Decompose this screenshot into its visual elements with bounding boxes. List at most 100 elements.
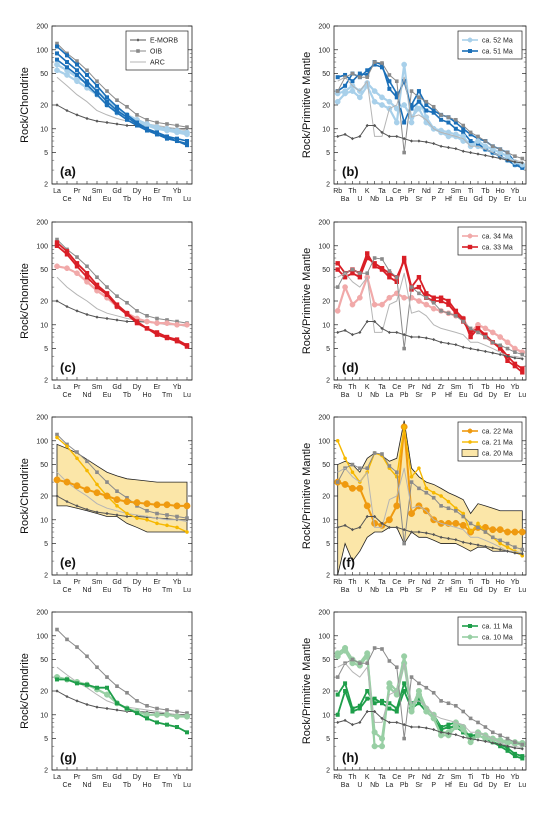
x-tick-label: La — [53, 188, 61, 195]
x-tick-label: La — [53, 579, 61, 586]
y-tick-label: 100 — [36, 243, 48, 250]
series-line — [337, 711, 523, 750]
y-tick-label: 10 — [322, 126, 330, 133]
series-blue_dark — [335, 60, 525, 170]
data-point — [424, 336, 428, 340]
data-point — [84, 270, 90, 276]
data-point — [402, 137, 406, 141]
x-tick-label: Rb — [333, 384, 342, 391]
x-tick-label: Ce — [392, 579, 401, 586]
data-point — [483, 739, 487, 744]
data-point — [372, 264, 377, 269]
series-green_light — [334, 647, 526, 748]
data-point — [491, 351, 495, 355]
data-point — [416, 284, 422, 290]
data-point — [64, 72, 70, 78]
data-point — [125, 123, 129, 128]
data-point — [402, 541, 406, 546]
data-point — [379, 102, 385, 108]
legend-marker — [467, 634, 473, 640]
y-tick-label: 200 — [318, 610, 330, 617]
data-point — [475, 138, 481, 144]
data-point — [145, 517, 149, 522]
data-point — [416, 89, 421, 94]
data-point — [446, 115, 451, 120]
data-point — [95, 510, 99, 514]
data-point — [454, 147, 458, 151]
data-point — [461, 316, 466, 321]
data-point — [75, 645, 79, 649]
data-point — [408, 708, 415, 715]
data-point — [336, 720, 340, 725]
data-point — [75, 255, 79, 259]
data-point — [424, 291, 429, 296]
data-point — [498, 343, 502, 348]
x-tick-label: Ce — [392, 188, 401, 195]
y-tick-label: 20 — [322, 299, 330, 306]
data-point — [365, 689, 370, 693]
series-orange_light — [55, 435, 189, 534]
data-point — [55, 627, 59, 632]
x-tick-label: Er — [504, 782, 512, 789]
data-point — [335, 712, 340, 717]
y-axis-label: Rock/Primitive Mantle — [301, 443, 313, 549]
data-point — [446, 302, 451, 307]
x-tick-label: Ta — [378, 774, 386, 781]
y-tick-label: 200 — [36, 610, 48, 617]
legend-label: ca. 22 Ma — [482, 429, 513, 436]
x-tick-label: Ho — [496, 774, 505, 781]
data-point — [55, 432, 59, 437]
x-tick-label: Er — [154, 188, 162, 195]
data-point — [350, 267, 355, 272]
data-point — [402, 736, 406, 741]
data-point — [94, 284, 100, 290]
x-tick-label: U — [357, 587, 362, 594]
data-point — [409, 139, 414, 143]
data-point — [115, 98, 119, 103]
data-point — [105, 511, 109, 516]
x-tick-label: Nd — [83, 587, 92, 594]
x-tick-label: Gd — [112, 188, 121, 195]
data-point — [55, 435, 59, 440]
x-tick-label: Er — [154, 774, 162, 781]
x-tick-label: Pr — [74, 188, 82, 195]
x-tick-label: La — [53, 384, 61, 391]
x-tick-label: Ce — [63, 196, 72, 203]
data-point — [439, 340, 443, 344]
data-point — [520, 352, 525, 357]
data-point — [165, 513, 169, 517]
data-point — [105, 316, 109, 321]
data-point — [512, 754, 517, 759]
x-tick-label: Sr — [415, 782, 423, 789]
y-tick-label: 2 — [326, 182, 330, 189]
x-tick-label: Pr — [408, 579, 416, 586]
y-tick-label: 50 — [322, 267, 330, 274]
x-tick-label: Th — [348, 188, 356, 195]
data-point — [461, 126, 466, 131]
x-tick-label: Sm — [451, 384, 462, 391]
data-point — [505, 150, 510, 155]
data-point — [342, 275, 348, 280]
data-point — [402, 333, 406, 337]
data-point — [513, 740, 517, 744]
data-point — [371, 729, 378, 736]
y-tick-label: 10 — [40, 712, 48, 719]
data-point — [393, 691, 400, 698]
y-tick-label: 100 — [36, 438, 48, 445]
x-tick-label: Th — [348, 579, 356, 586]
data-point — [483, 349, 487, 354]
data-point — [387, 464, 392, 468]
x-tick-label: Hf — [445, 392, 452, 399]
data-point — [153, 711, 161, 718]
data-point — [64, 265, 70, 272]
data-point — [468, 132, 473, 137]
y-tick-label: 200 — [36, 220, 48, 227]
data-point — [513, 356, 517, 360]
legend-label: OIB — [150, 49, 162, 56]
x-tick-label: Dy — [488, 392, 497, 399]
x-tick-label: Sm — [451, 774, 462, 781]
data-point — [55, 689, 59, 693]
data-point — [155, 316, 159, 321]
x-tick-label: Tm — [162, 782, 172, 789]
data-point — [95, 315, 99, 319]
